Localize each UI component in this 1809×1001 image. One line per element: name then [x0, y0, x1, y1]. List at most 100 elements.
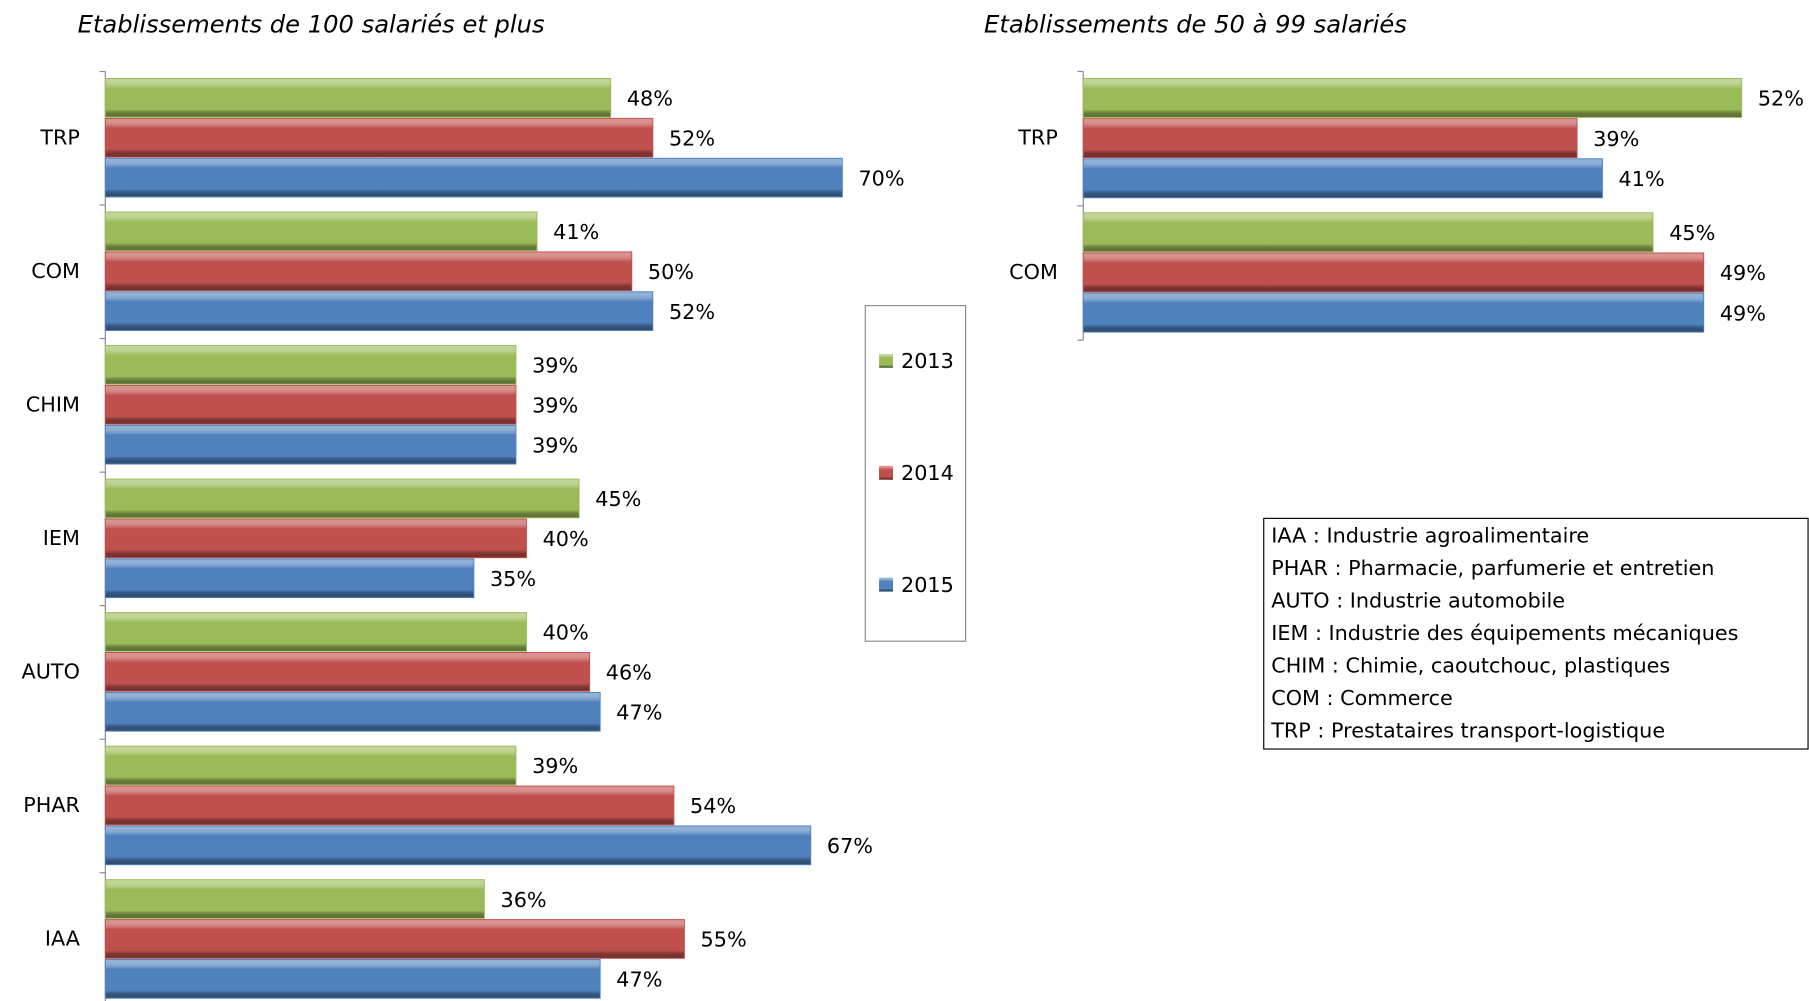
- bar-shade: [104, 478, 580, 519]
- bar: [104, 745, 517, 786]
- text-box-line: PHAR : Pharmacie, parfumerie et entretie…: [1271, 556, 1714, 580]
- bar-shade: [104, 558, 475, 599]
- text-box-line: CHIM : Chimie, caoutchouc, plastiques: [1271, 653, 1670, 677]
- bar-shade: [104, 157, 843, 198]
- bar: [104, 291, 654, 331]
- bar-shade: [1082, 118, 1578, 159]
- bar: [104, 424, 517, 465]
- value-label: 45%: [1669, 221, 1715, 245]
- bar: [104, 478, 580, 519]
- bar: [104, 211, 538, 252]
- bar-shade: [104, 745, 517, 786]
- value-label: 39%: [532, 754, 578, 778]
- value-label: 39%: [532, 433, 578, 457]
- bar: [104, 345, 517, 385]
- value-label: 39%: [532, 394, 578, 418]
- value-label: 40%: [543, 527, 589, 551]
- bar: [104, 691, 601, 732]
- bar-shade: [104, 879, 485, 919]
- bar-shade: [1082, 158, 1603, 199]
- value-label: 46%: [606, 661, 652, 685]
- bar: [104, 117, 654, 158]
- bar: [104, 157, 843, 198]
- bar: [1082, 158, 1603, 199]
- value-label: 49%: [1720, 261, 1766, 285]
- bar-shade: [104, 384, 517, 425]
- category-label: IEM: [43, 526, 80, 550]
- legend-swatch-shade: [879, 465, 893, 480]
- bar: [1082, 118, 1578, 159]
- value-label: 40%: [543, 621, 589, 645]
- bar: [104, 77, 612, 118]
- category-label: PHAR: [23, 793, 80, 817]
- bar: [1082, 292, 1705, 333]
- bar-shade: [104, 919, 685, 959]
- bar: [104, 919, 685, 959]
- bar: [104, 959, 601, 999]
- bar-shade: [104, 251, 633, 292]
- bar-shade: [104, 825, 812, 866]
- text-box-line: COM : Commerce: [1271, 686, 1453, 710]
- bar: [104, 558, 475, 599]
- bar-shade: [1082, 252, 1705, 293]
- text-box-line: TRP : Prestataires transport-logistique: [1270, 718, 1665, 742]
- bar: [104, 879, 485, 919]
- legend-label: 2013: [901, 349, 954, 373]
- chart-title: Etablissements de 100 salariés et plus: [78, 10, 545, 38]
- value-label: 48%: [627, 87, 673, 111]
- category-label: TRP: [39, 125, 80, 149]
- bar-shade: [104, 785, 675, 826]
- text-box-line: AUTO : Industrie automobile: [1271, 588, 1565, 612]
- value-label: 67%: [827, 834, 873, 858]
- bar-shade: [104, 77, 612, 118]
- bar: [104, 251, 633, 292]
- bar-shade: [1082, 292, 1705, 333]
- value-label: 55%: [701, 928, 747, 952]
- value-label: 39%: [1593, 127, 1639, 151]
- bar: [1082, 77, 1743, 118]
- bar-shade: [104, 612, 527, 652]
- category-label: IAA: [45, 927, 81, 951]
- legend-label: 2014: [901, 461, 954, 485]
- category-label: CHIM: [26, 392, 80, 416]
- bar: [104, 652, 591, 692]
- value-label: 52%: [1758, 87, 1804, 111]
- value-label: 36%: [501, 888, 547, 912]
- bar-shade: [1082, 77, 1743, 118]
- bar: [1082, 252, 1705, 293]
- category-label: COM: [31, 259, 80, 283]
- bar-shade: [104, 959, 601, 999]
- bar: [104, 785, 675, 826]
- legend-swatch-shade: [879, 577, 893, 592]
- value-label: 47%: [616, 968, 662, 992]
- bar: [104, 612, 527, 652]
- bar-shade: [104, 345, 517, 385]
- value-label: 35%: [490, 567, 536, 591]
- value-label: 41%: [1619, 167, 1665, 191]
- value-label: 52%: [669, 126, 715, 150]
- bar-shade: [104, 291, 654, 331]
- bar: [104, 825, 812, 866]
- value-label: 70%: [858, 166, 904, 190]
- category-label: AUTO: [22, 659, 80, 683]
- bar-shade: [104, 211, 538, 252]
- bar-shade: [104, 652, 591, 692]
- bar-shade: [1082, 212, 1654, 253]
- text-box: [1263, 517, 1809, 750]
- text-box-line: IEM : Industrie des équipements mécaniqu…: [1271, 621, 1738, 645]
- category-label: TRP: [1017, 126, 1058, 150]
- bar-shade: [104, 518, 527, 559]
- bar-shade: [104, 117, 654, 158]
- value-label: 39%: [532, 354, 578, 378]
- value-label: 49%: [1720, 301, 1766, 325]
- chart-title: Etablissements de 50 à 99 salariés: [984, 10, 1407, 38]
- bar-shade: [104, 691, 601, 732]
- value-label: 52%: [669, 300, 715, 324]
- category-label: COM: [1009, 260, 1058, 284]
- legend-swatch-shade: [879, 354, 893, 368]
- bar: [104, 518, 527, 559]
- value-label: 50%: [648, 260, 694, 284]
- value-label: 45%: [595, 487, 641, 511]
